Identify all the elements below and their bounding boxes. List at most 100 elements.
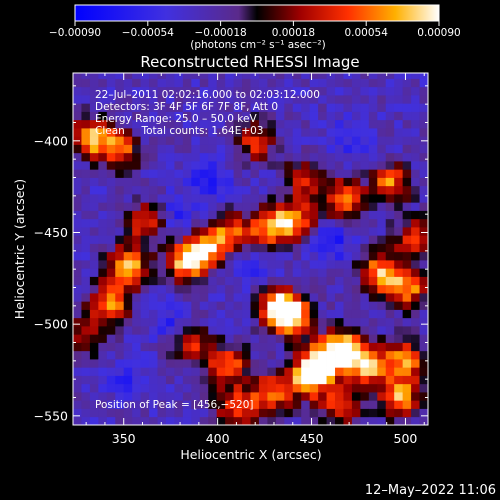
heatmap-cell: [394, 227, 404, 236]
heatmap-cell: [335, 359, 344, 368]
heatmap-cell: [351, 326, 361, 335]
heatmap-cell: [149, 268, 158, 277]
heatmap-cell: [309, 111, 319, 121]
heatmap-cell: [242, 169, 251, 178]
heatmap-cell: [275, 95, 285, 104]
heatmap-cell: [267, 227, 277, 236]
heatmap-cell: [360, 334, 370, 343]
heatmap-cell: [419, 334, 428, 343]
heatmap-cell: [368, 301, 378, 310]
heatmap-cell: [343, 342, 353, 352]
heatmap-cell: [275, 194, 285, 203]
heatmap-cell: [377, 185, 387, 195]
heatmap-cell: [81, 251, 91, 261]
heatmap-cell: [250, 416, 260, 425]
heatmap-cell: [89, 416, 99, 425]
heatmap-cell: [115, 119, 125, 129]
heatmap-cell: [132, 350, 142, 360]
heatmap-cell: [275, 119, 285, 129]
heatmap-cell: [132, 128, 142, 137]
heatmap-cell: [123, 119, 133, 129]
heatmap-cell: [123, 78, 133, 88]
heatmap-cell: [123, 136, 133, 145]
heatmap-cell: [89, 218, 99, 228]
heatmap-cell: [174, 136, 184, 145]
heatmap-cell: [140, 95, 150, 104]
heatmap-cell: [73, 128, 82, 137]
heatmap-cell: [250, 103, 260, 112]
heatmap-cell: [267, 301, 277, 310]
heatmap-cell: [199, 260, 209, 269]
heatmap-cell: [73, 408, 82, 418]
heatmap-cell: [301, 218, 311, 228]
heatmap-cell: [233, 416, 243, 425]
heatmap-cell: [275, 103, 285, 112]
heatmap-cell: [301, 260, 311, 269]
heatmap-cell: [402, 86, 412, 96]
heatmap-cell: [368, 375, 378, 385]
heatmap-cell: [402, 119, 412, 129]
heatmap-cell: [115, 367, 125, 376]
heatmap-cell: [140, 400, 150, 409]
heatmap-cell: [149, 136, 158, 145]
heatmap-cell: [182, 78, 192, 88]
heatmap-cell: [385, 202, 395, 211]
heatmap-cell: [284, 301, 294, 310]
heatmap-cell: [368, 218, 378, 228]
heatmap-cell: [368, 194, 378, 203]
heatmap-cell: [385, 111, 395, 121]
heatmap-cell: [275, 128, 285, 137]
heatmap-cell: [360, 119, 370, 129]
heatmap-cell: [292, 408, 302, 418]
heatmap-cell: [73, 383, 82, 393]
heatmap-cell: [98, 400, 108, 409]
heatmap-cell: [191, 227, 201, 236]
heatmap-cell: [309, 367, 319, 376]
heatmap-cell: [174, 103, 184, 112]
heatmap-cell: [267, 326, 277, 335]
heatmap-cell: [149, 86, 158, 96]
heatmap-cell: [174, 392, 184, 401]
heatmap-cell: [89, 103, 99, 112]
heatmap-cell: [233, 111, 243, 121]
heatmap-cell: [242, 177, 251, 187]
heatmap-cell: [402, 210, 412, 220]
heatmap-cell: [377, 86, 387, 96]
heatmap-cell: [98, 260, 108, 269]
heatmap-cell: [250, 177, 260, 187]
heatmap-cell: [165, 375, 175, 385]
heatmap-cell: [140, 408, 150, 418]
heatmap-cell: [199, 128, 209, 137]
heatmap-cell: [394, 350, 404, 360]
heatmap-cell: [199, 301, 209, 310]
heatmap-cell: [267, 309, 277, 319]
heatmap-cell: [318, 326, 327, 335]
heatmap-cell: [309, 375, 319, 385]
heatmap-cell: [377, 301, 387, 310]
heatmap-cell: [301, 350, 311, 360]
heatmap-cell: [123, 218, 133, 228]
heatmap-cell: [123, 317, 133, 327]
heatmap-cell: [157, 276, 167, 286]
heatmap-cell: [368, 161, 378, 170]
heatmap-cell: [106, 309, 116, 319]
heatmap-cell: [326, 78, 336, 88]
heatmap-cell: [225, 251, 234, 261]
x-tick-label: 450: [300, 431, 324, 446]
heatmap-cell: [309, 136, 319, 145]
heatmap-cell: [326, 218, 336, 228]
heatmap-cell: [250, 202, 260, 211]
heatmap-cell: [242, 326, 251, 335]
heatmap-cell: [258, 317, 268, 327]
heatmap-cell: [208, 78, 218, 88]
heatmap-cell: [182, 161, 192, 170]
heatmap-cell: [106, 334, 116, 343]
heatmap-cell: [123, 408, 133, 418]
heatmap-cell: [309, 392, 319, 401]
heatmap-cell: [309, 210, 319, 220]
heatmap-cell: [225, 301, 234, 310]
heatmap-cell: [132, 194, 142, 203]
heatmap-cell: [411, 260, 420, 269]
heatmap-cell: [343, 317, 353, 327]
heatmap-cell: [284, 227, 294, 236]
